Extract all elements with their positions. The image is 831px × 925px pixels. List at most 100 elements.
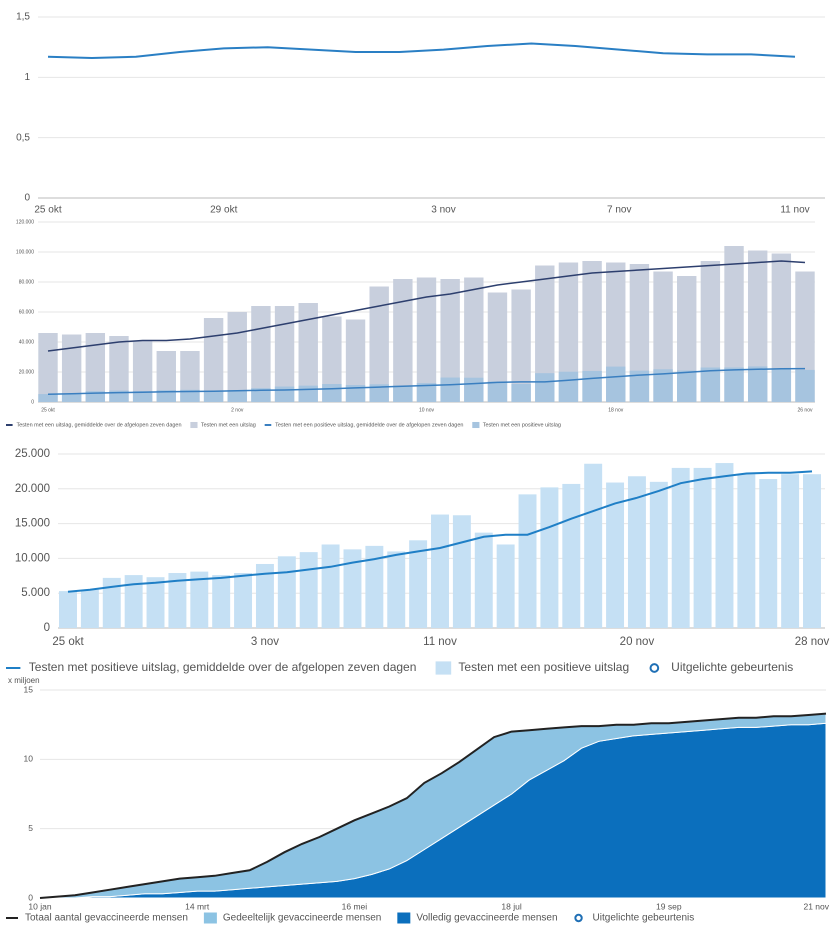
bar [322,316,342,402]
y-axis-label: x miljoen [8,676,40,685]
bar [747,366,768,402]
y-tick-label: 5 [28,823,33,833]
bar [277,556,296,628]
bar [274,386,295,402]
bar [558,371,579,402]
bar [203,318,224,402]
bar [156,351,176,402]
legend-label: Testen met een positieve uitslag [458,660,629,674]
bar [558,262,579,402]
legend-swatch [472,421,480,429]
chart: 0 5 10 15x miljoen 10 jan 14 mrt 16 mei 18 jul 1… [6,676,830,924]
bar [255,563,274,628]
x-tick-label: 7 nov [607,205,631,216]
y-tick-label: 0 [24,193,30,204]
y-tick-label: 1 [24,72,30,83]
bar [59,591,77,628]
x-tick-label: 25 okt [34,205,61,216]
y-tick-label: 100.000 [16,249,34,255]
bar [582,261,602,402]
legend-swatch [203,912,217,924]
bar [298,385,318,402]
bar [677,370,697,402]
x-tick-label: 10 jan [28,901,51,911]
bar [387,551,406,628]
bar [440,377,460,402]
bar [393,279,413,402]
legend-label: Uitgelichte gebeurtenis [671,660,793,674]
legend-swatch [435,661,452,675]
bar [38,394,58,402]
bar [724,246,744,402]
bar [771,368,792,402]
bar [345,385,366,402]
bar [487,292,508,402]
y-tick-label: 0 [44,622,50,634]
bar [212,575,231,628]
bar [747,250,768,402]
bar [487,381,508,402]
bar [61,393,82,402]
bar [535,265,555,402]
x-tick-label: 29 okt [210,205,237,216]
legend-swatch [397,912,411,924]
bar [369,384,389,402]
y-tick-label: 60.000 [19,309,35,315]
line [47,42,796,60]
bar [795,271,815,402]
x-tick-label: 3 nov [431,205,455,216]
y-tick-label: 0 [28,892,33,902]
bar [322,384,342,402]
legend-label: Testen met een positieve uitslag, gemidd… [275,422,463,428]
bar [124,575,143,628]
x-tick-label: 10 nov [419,407,435,413]
x-tick-label: 20 nov [620,636,655,648]
y-tick-label: 0 [31,399,34,405]
y-tick-label: 10.000 [15,552,50,564]
bar [343,549,362,628]
legend-label: Volledig gevaccineerde mensen [416,913,557,924]
line [47,260,806,352]
bar [38,333,58,402]
legend-swatch [574,913,583,923]
bar [803,474,821,628]
bar [227,312,247,402]
bar [535,373,555,402]
bar [518,494,537,628]
bar [464,377,484,402]
bar [540,487,559,628]
bar [109,336,129,402]
y-tick-label: 1,5 [16,12,30,23]
bar [759,479,778,628]
bar [190,571,209,628]
bar [582,370,602,402]
bar [132,340,153,402]
bar [771,253,792,402]
y-tick-label: 0,5 [16,132,30,143]
legend-label: Testen met een positieve uitslag [483,422,561,428]
y-tick-label: 20.000 [15,483,50,495]
bar [795,369,815,402]
x-tick-label: 19 sep [656,901,682,911]
chart: 0 0,5 1 1,5 25 okt 29 okt 3 nov 7 nov 11 nov [16,12,825,216]
bar [416,277,437,402]
x-tick-label: 25 okt [41,407,55,413]
legend-swatch [649,663,660,673]
bar [781,474,800,628]
x-tick-label: 3 nov [251,636,279,648]
bar [109,390,129,402]
line [67,470,813,593]
bar [345,319,366,402]
chart: 0 20.000 40.000 60.000 80.000 100.000 120.000 2… [6,219,815,428]
legend-label: Testen met positieve uitslag, gemiddelde… [29,660,417,674]
x-tick-label: 26 nov [797,407,813,413]
bar [431,514,449,628]
y-tick-label: 120.000 [16,219,34,225]
bar [168,573,187,628]
y-tick-label: 5.000 [21,587,50,599]
bar [416,383,437,402]
bar [452,515,471,628]
legend-swatch [190,421,198,429]
x-tick-label: 18 nov [608,407,624,413]
y-tick-label: 15.000 [15,518,50,530]
